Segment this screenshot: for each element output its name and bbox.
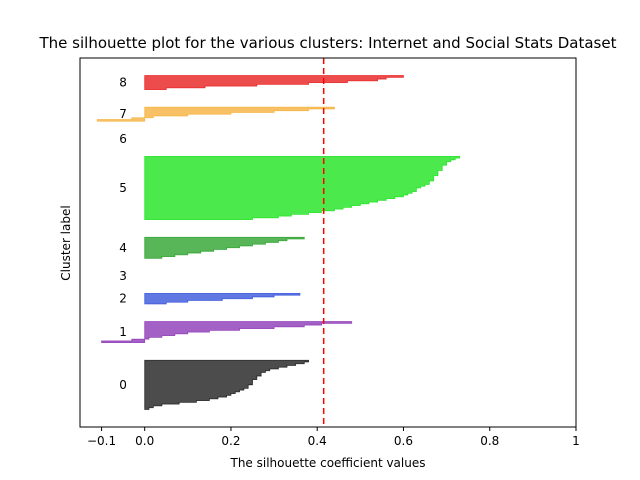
cluster-label-4: 4 (119, 241, 127, 255)
cluster-labels-layer: 0 1 2 3 4 5 6 7 8 (119, 76, 127, 392)
x-tick-label: 0.4 (308, 434, 327, 448)
silhouette-band-cluster-4 (144, 236, 305, 259)
cluster-label-3: 3 (119, 269, 127, 283)
x-tick-label: 0.0 (135, 434, 154, 448)
x-tick-label: 1 (572, 434, 580, 448)
silhouette-band-cluster-8 (144, 75, 404, 91)
x-tick-label: 0.6 (394, 434, 413, 448)
silhouette-band-cluster-5 (144, 156, 460, 221)
cluster-label-8: 8 (119, 76, 127, 90)
x-tick-label: −0.1 (87, 434, 116, 448)
cluster-label-6: 6 (119, 132, 127, 146)
x-axis-label: The silhouette coefficient values (230, 456, 426, 470)
cluster-label-2: 2 (119, 292, 127, 306)
cluster-label-5: 5 (119, 181, 127, 195)
silhouette-band-cluster-0 (144, 359, 309, 410)
y-axis-label: Cluster label (59, 205, 73, 280)
silhouette-band-cluster-1 (101, 321, 353, 344)
silhouette-band-cluster-7 (96, 106, 335, 122)
cluster-label-7: 7 (119, 107, 127, 121)
clusters-layer (96, 75, 460, 410)
x-tick-label: 0.8 (480, 434, 499, 448)
chart-title: The silhouette plot for the various clus… (39, 34, 617, 52)
x-tick-label: 0.2 (221, 434, 240, 448)
x-ticks-layer: −0.1 0.0 0.2 0.4 0.6 0.8 1 (87, 427, 580, 448)
plot-frame (79, 57, 577, 428)
cluster-label-0: 0 (119, 378, 127, 392)
silhouette-band-cluster-2 (144, 293, 301, 305)
cluster-label-1: 1 (119, 325, 127, 339)
